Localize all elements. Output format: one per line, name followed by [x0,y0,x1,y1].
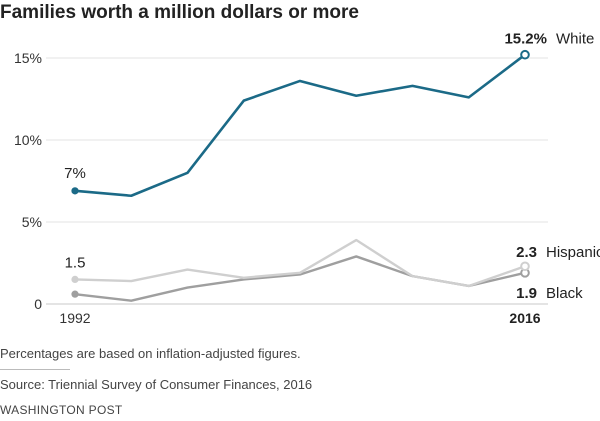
x-axis: 1992 2016 [59,310,540,326]
grid-lines [46,57,548,305]
start-point [71,275,79,283]
y-axis: 0 5% 10% 15% [14,50,42,312]
y-tick-label: 5% [22,214,42,230]
publisher-credit: WASHINGTON POST [0,403,123,417]
series-line-white [73,53,527,198]
chart-note: Percentages are based on inflation-adjus… [0,346,301,361]
start-point [71,290,79,298]
line-chart: 0 5% 10% 15% 1992 2016 7% 15.2% White 1.5 2.3 His… [14,31,600,326]
end-point [520,49,530,60]
end-value-label: 2.3 [516,244,537,261]
start-value-label: 7% [64,165,86,182]
series-label: White [556,31,594,48]
start-point [71,187,79,195]
chart-title: Families worth a million dollars or more [0,2,359,23]
divider [0,369,70,370]
start-value-label: 1.5 [65,254,86,271]
y-tick-label: 0 [34,296,42,312]
chart-source: Source: Triennial Survey of Consumer Fin… [0,377,313,392]
series-label: Hispanic [546,244,600,261]
series-line-hispanic [73,238,527,288]
end-value-label: 1.9 [516,285,537,302]
series-labels: 7% 15.2% White 1.5 2.3 Hispanic 1.9 Black [64,31,600,302]
series-label: Black [546,285,583,302]
x-tick-label: 2016 [509,310,540,326]
y-tick-label: 15% [14,50,42,66]
series-lines [71,49,530,302]
x-tick-label: 1992 [59,310,90,326]
end-point [520,261,530,272]
y-tick-label: 10% [14,132,42,148]
end-value-label: 15.2% [504,31,547,48]
